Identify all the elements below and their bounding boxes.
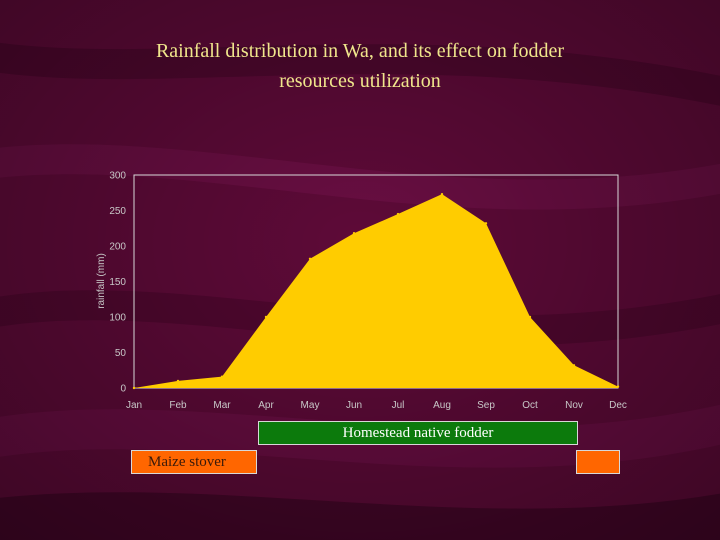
maize-stover-label: Maize stover [148,454,226,470]
y-tick-label: 150 [109,277,126,288]
x-tick-label: Jun [346,400,362,411]
y-axis-label: rainfall (mm) [96,253,107,309]
x-tick-label: Feb [169,400,187,411]
x-tick-label: May [301,400,320,411]
data-point-dec [616,385,620,388]
x-tick-label: Apr [258,400,274,411]
data-point-jan [132,386,136,390]
y-tick-label: 0 [120,384,126,395]
rainfall-area [134,194,618,388]
x-tick-label: Mar [213,400,231,411]
x-tick-label: Jan [126,400,142,411]
x-tick-label: Dec [609,400,627,411]
x-tick-label: Oct [522,400,538,411]
data-point-jun [352,232,356,235]
data-point-mar [220,375,224,378]
homestead-native-fodder-label: Homestead native fodder [342,425,494,441]
y-tick-label: 50 [115,348,127,359]
data-point-aug [440,192,444,196]
y-tick-label: 100 [109,313,126,324]
rainfall-chart: 0 50 100 150 200 250 300 Jan Feb Mar Apr May Jun Jul A… [96,171,627,412]
data-point-nov [572,364,576,367]
title-line-1: Rainfall distribution in Wa, and its eff… [155,40,565,62]
data-point-feb [176,379,180,383]
homestead-native-fodder-bar: Homestead native fodder [258,421,578,445]
y-tick-label: 200 [109,242,126,253]
y-tick-label: 300 [109,171,126,182]
data-point-jul [396,212,400,216]
x-tick-label: Nov [565,400,583,411]
x-tick-label: Jul [392,400,405,411]
data-point-oct [528,315,532,319]
maize-stover-bar-end [576,450,620,474]
page-title: Rainfall distribution in Wa, and its eff… [60,36,660,96]
x-tick-label: Sep [477,400,495,411]
data-point-apr [264,315,268,319]
data-point-sep [484,222,488,225]
data-point-may [308,257,312,260]
y-tick-label: 250 [109,206,126,217]
x-tick-label: Aug [433,400,451,411]
maize-stover-bar: Maize stover [131,450,257,474]
title-line-2: resources utilization [279,70,441,92]
